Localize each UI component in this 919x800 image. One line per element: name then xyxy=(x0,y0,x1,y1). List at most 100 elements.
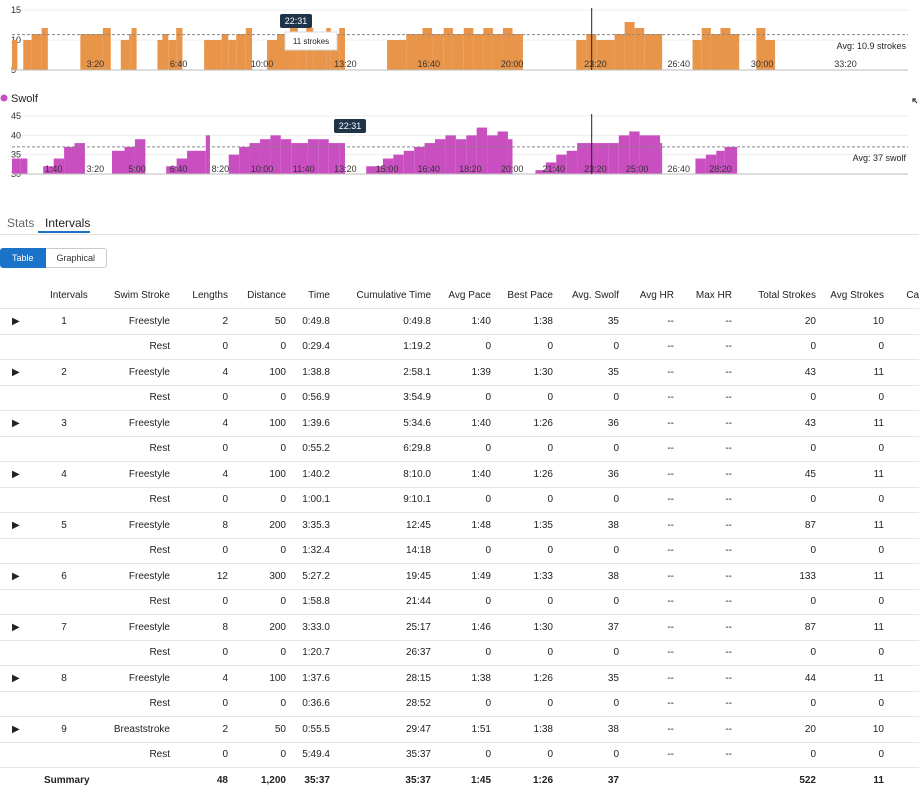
length-bar[interactable] xyxy=(608,143,619,174)
interval-row[interactable]: ▶ 4 Freestyle 4 100 1:40.2 8:10.0 1:40 1:26 36 -- -… xyxy=(0,461,919,487)
length-bar[interactable] xyxy=(280,139,292,174)
length-bar[interactable] xyxy=(393,154,404,174)
expand-arrow-icon[interactable]: ▶ xyxy=(0,308,44,334)
length-bar[interactable] xyxy=(387,40,407,70)
length-bar[interactable] xyxy=(556,154,567,174)
length-bar[interactable] xyxy=(756,28,766,70)
length-bar[interactable] xyxy=(291,143,308,174)
column-header[interactable]: Swim Stroke xyxy=(113,289,170,301)
length-bar[interactable] xyxy=(129,34,132,70)
length-bar[interactable] xyxy=(577,143,588,174)
column-header[interactable]: Cumulative Time xyxy=(356,289,431,301)
length-bar[interactable] xyxy=(176,158,188,174)
length-bar[interactable] xyxy=(74,143,85,174)
length-bar[interactable] xyxy=(236,34,246,70)
length-bar[interactable] xyxy=(382,158,394,174)
length-bar[interactable] xyxy=(660,143,663,174)
length-bar[interactable] xyxy=(701,28,711,70)
length-bar[interactable] xyxy=(452,34,464,70)
length-bar[interactable] xyxy=(297,34,307,70)
length-bar[interactable] xyxy=(168,40,177,70)
length-bar[interactable] xyxy=(414,146,425,174)
length-bar[interactable] xyxy=(466,135,477,174)
length-bar[interactable] xyxy=(473,34,484,70)
length-bar[interactable] xyxy=(695,158,706,174)
interval-row[interactable]: ▶ 6 Freestyle 12 300 5:27.2 19:45 1:49 1:33 38 -- -… xyxy=(0,563,919,589)
length-bar[interactable] xyxy=(710,34,721,70)
column-header[interactable]: Lengths xyxy=(192,289,228,301)
length-bar[interactable] xyxy=(644,34,663,70)
column-header[interactable]: Calories xyxy=(906,289,919,301)
expand-arrow-icon[interactable]: ▶ xyxy=(0,461,44,487)
length-bar[interactable] xyxy=(576,40,587,70)
length-bar[interactable] xyxy=(205,135,210,174)
length-bar[interactable] xyxy=(512,34,523,70)
length-bar[interactable] xyxy=(492,34,503,70)
length-bar[interactable] xyxy=(134,139,146,174)
length-bar[interactable] xyxy=(424,143,435,174)
length-bar[interactable] xyxy=(406,34,423,70)
length-bar[interactable] xyxy=(249,143,260,174)
length-bar[interactable] xyxy=(221,34,229,70)
column-header[interactable]: Total Strokes xyxy=(758,289,816,301)
length-bar[interactable] xyxy=(20,158,28,174)
length-bar[interactable] xyxy=(445,135,456,174)
length-bar[interactable] xyxy=(443,28,453,70)
length-bar[interactable] xyxy=(432,34,444,70)
interval-row[interactable]: ▶ 8 Freestyle 4 100 1:37.6 28:15 1:38 1:26 35 -- --… xyxy=(0,665,919,691)
expand-arrow-icon[interactable] xyxy=(912,98,918,104)
length-bar[interactable] xyxy=(629,131,640,174)
length-bar[interactable] xyxy=(597,143,609,174)
length-bar[interactable] xyxy=(259,139,271,174)
length-bar[interactable] xyxy=(618,135,630,174)
length-bar[interactable] xyxy=(102,28,111,70)
tab-intervals[interactable]: Intervals xyxy=(45,216,91,230)
length-bar[interactable] xyxy=(639,135,651,174)
length-bar[interactable] xyxy=(330,34,340,70)
length-bar[interactable] xyxy=(176,28,183,70)
length-bar[interactable] xyxy=(434,139,446,174)
length-bar[interactable] xyxy=(41,28,48,70)
length-bar[interactable] xyxy=(112,150,125,174)
length-bar[interactable] xyxy=(328,143,340,174)
length-bar[interactable] xyxy=(53,158,65,174)
length-bar[interactable] xyxy=(765,40,776,70)
length-bar[interactable] xyxy=(166,166,177,174)
length-bar[interactable] xyxy=(162,34,169,70)
interval-row[interactable]: ▶ 9 Breaststroke 2 50 0:55.5 29:47 1:51 1:38 38 --… xyxy=(0,716,919,742)
length-bar[interactable] xyxy=(124,146,135,174)
column-header[interactable]: Max HR xyxy=(695,289,732,301)
length-bar[interactable] xyxy=(43,166,54,174)
length-bar[interactable] xyxy=(497,131,508,174)
interval-row[interactable]: ▶ 3 Freestyle 4 100 1:39.6 5:34.6 1:40 1:26 36 -- -… xyxy=(0,410,919,436)
length-bar[interactable] xyxy=(239,146,250,174)
length-bar[interactable] xyxy=(487,135,498,174)
length-bar[interactable] xyxy=(596,40,615,70)
length-bar[interactable] xyxy=(318,139,329,174)
column-header[interactable]: Avg Pace xyxy=(448,289,491,301)
length-bar[interactable] xyxy=(587,143,598,174)
length-bar[interactable] xyxy=(307,139,319,174)
length-bar[interactable] xyxy=(187,150,206,174)
length-bar[interactable] xyxy=(483,28,493,70)
length-bar[interactable] xyxy=(64,146,75,174)
length-bar[interactable] xyxy=(507,139,513,174)
length-bar[interactable] xyxy=(204,40,222,70)
length-bar[interactable] xyxy=(476,127,488,174)
column-header[interactable]: Time xyxy=(308,289,330,301)
column-header[interactable]: Best Pace xyxy=(507,289,553,301)
column-header[interactable]: Distance xyxy=(247,289,286,301)
column-header[interactable]: Avg HR xyxy=(639,289,674,301)
length-bar[interactable] xyxy=(31,34,42,70)
length-bar[interactable] xyxy=(716,150,725,174)
length-bar[interactable] xyxy=(566,150,578,174)
interval-row[interactable]: ▶ 7 Freestyle 8 200 3:33.0 25:17 1:46 1:30 37 -- --… xyxy=(0,614,919,640)
length-bar[interactable] xyxy=(80,34,103,70)
length-bar[interactable] xyxy=(267,40,278,70)
length-bar[interactable] xyxy=(650,135,661,174)
length-bar[interactable] xyxy=(366,166,383,174)
strokes-chart[interactable]: 15105Avg: 10.9 strokes3:206:4010:0013:20… xyxy=(0,0,919,78)
graphical-view-button[interactable]: Graphical xyxy=(45,248,108,268)
expand-arrow-icon[interactable]: ▶ xyxy=(0,512,44,538)
length-bar[interactable] xyxy=(535,170,546,174)
